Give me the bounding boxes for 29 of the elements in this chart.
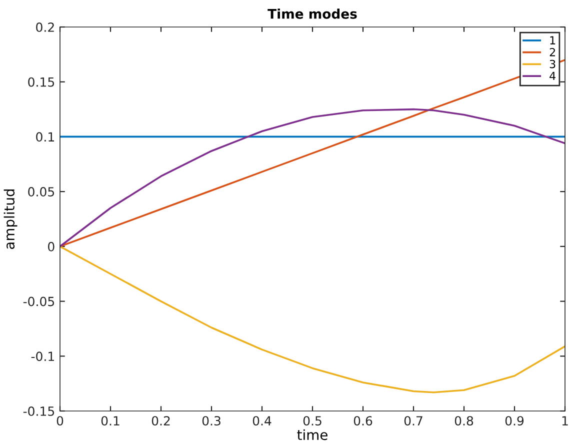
x-tick-label: 0 [56, 416, 64, 426]
x-tick-label: 0.4 [252, 416, 272, 426]
legend-label: 3 [550, 60, 556, 68]
y-tick-label: -0.1 [31, 352, 54, 362]
y-tick-label: 0 [48, 242, 54, 252]
y-tick-label: -0.15 [23, 406, 54, 416]
x-tick-label: 1 [562, 416, 568, 426]
y-tick-label: 0.1 [36, 132, 54, 142]
y-tick-label: 0.05 [28, 187, 54, 196]
x-tick-label: 0.8 [454, 416, 474, 426]
x-tick-label: 0.9 [505, 416, 524, 426]
x-tick-label: 0.6 [354, 416, 372, 426]
x-axis-title: time [297, 429, 328, 440]
x-tick-label: 0.2 [152, 416, 170, 426]
legend-label: 1 [550, 36, 556, 44]
chart-title: Time modes [268, 8, 357, 19]
x-tick-label: 0.1 [101, 416, 120, 426]
y-tick-label: -0.05 [23, 296, 54, 306]
line-series [60, 59, 565, 248]
y-tick-label: 0.15 [28, 77, 54, 87]
legend-label: 2 [550, 48, 555, 56]
y-axis-title: amplitud [4, 189, 18, 249]
x-tick-label: 0.7 [404, 416, 422, 426]
legend-label: 4 [550, 72, 556, 80]
y-tick-label: 0.2 [36, 22, 54, 32]
line-series [60, 108, 565, 248]
x-tick-label: 0.3 [202, 416, 220, 426]
line-series [60, 246, 565, 394]
x-tick-label: 0.5 [303, 416, 322, 426]
